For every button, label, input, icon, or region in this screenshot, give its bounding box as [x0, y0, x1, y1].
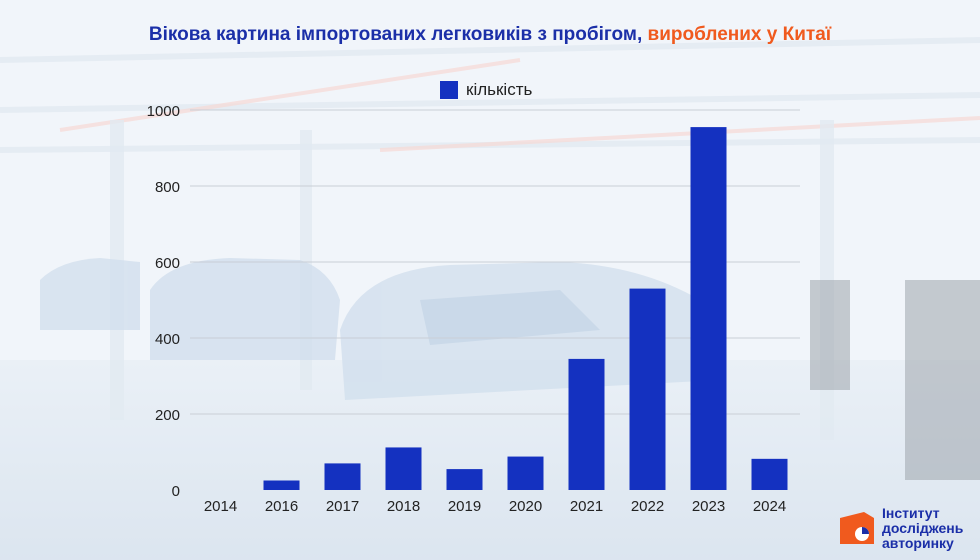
bar-2024	[751, 458, 788, 490]
bar-2018	[385, 447, 422, 490]
bar-2023	[690, 127, 727, 490]
x-tick-label: 2021	[570, 498, 603, 515]
logo: Інститут досліджень авторинку	[838, 506, 978, 554]
bar-2016	[263, 480, 300, 490]
x-tick-label: 2017	[326, 498, 359, 515]
bar-2022	[629, 288, 666, 490]
bar-2020	[507, 456, 544, 490]
bar-2017	[324, 463, 361, 490]
y-tick-label: 0	[172, 483, 180, 500]
x-tick-label: 2023	[692, 498, 725, 515]
logo-line-2: досліджень	[882, 520, 964, 536]
bar-2021	[568, 358, 605, 490]
chart-title-accent: вироблених у Китаї	[647, 24, 832, 45]
x-tick-label: 2018	[387, 498, 420, 515]
x-tick-label: 2014	[204, 498, 237, 515]
y-tick-label: 400	[155, 331, 180, 348]
y-tick-label: 200	[155, 407, 180, 424]
x-tick-label: 2024	[753, 498, 786, 515]
logo-mark-icon	[840, 512, 874, 544]
bar-2019	[446, 469, 483, 490]
y-tick-label: 800	[155, 179, 180, 196]
legend-swatch	[440, 81, 458, 99]
x-tick-label: 2019	[448, 498, 481, 515]
x-tick-label: 2016	[265, 498, 298, 515]
y-tick-label: 1000	[147, 103, 180, 120]
chart-legend: кількість	[440, 80, 532, 100]
chart-title: Вікова картина імпортованих легковиків з…	[0, 24, 980, 46]
x-tick-label: 2022	[631, 498, 664, 515]
x-tick-label: 2020	[509, 498, 542, 515]
legend-label: кількість	[466, 80, 533, 99]
logo-line-1: Інститут	[882, 505, 940, 521]
y-tick-label: 600	[155, 255, 180, 272]
chart-title-main: Вікова картина імпортованих легковиків з…	[148, 24, 643, 45]
logo-line-3: авторинку	[882, 535, 954, 551]
logo-text: Інститут досліджень авторинку	[882, 506, 963, 551]
